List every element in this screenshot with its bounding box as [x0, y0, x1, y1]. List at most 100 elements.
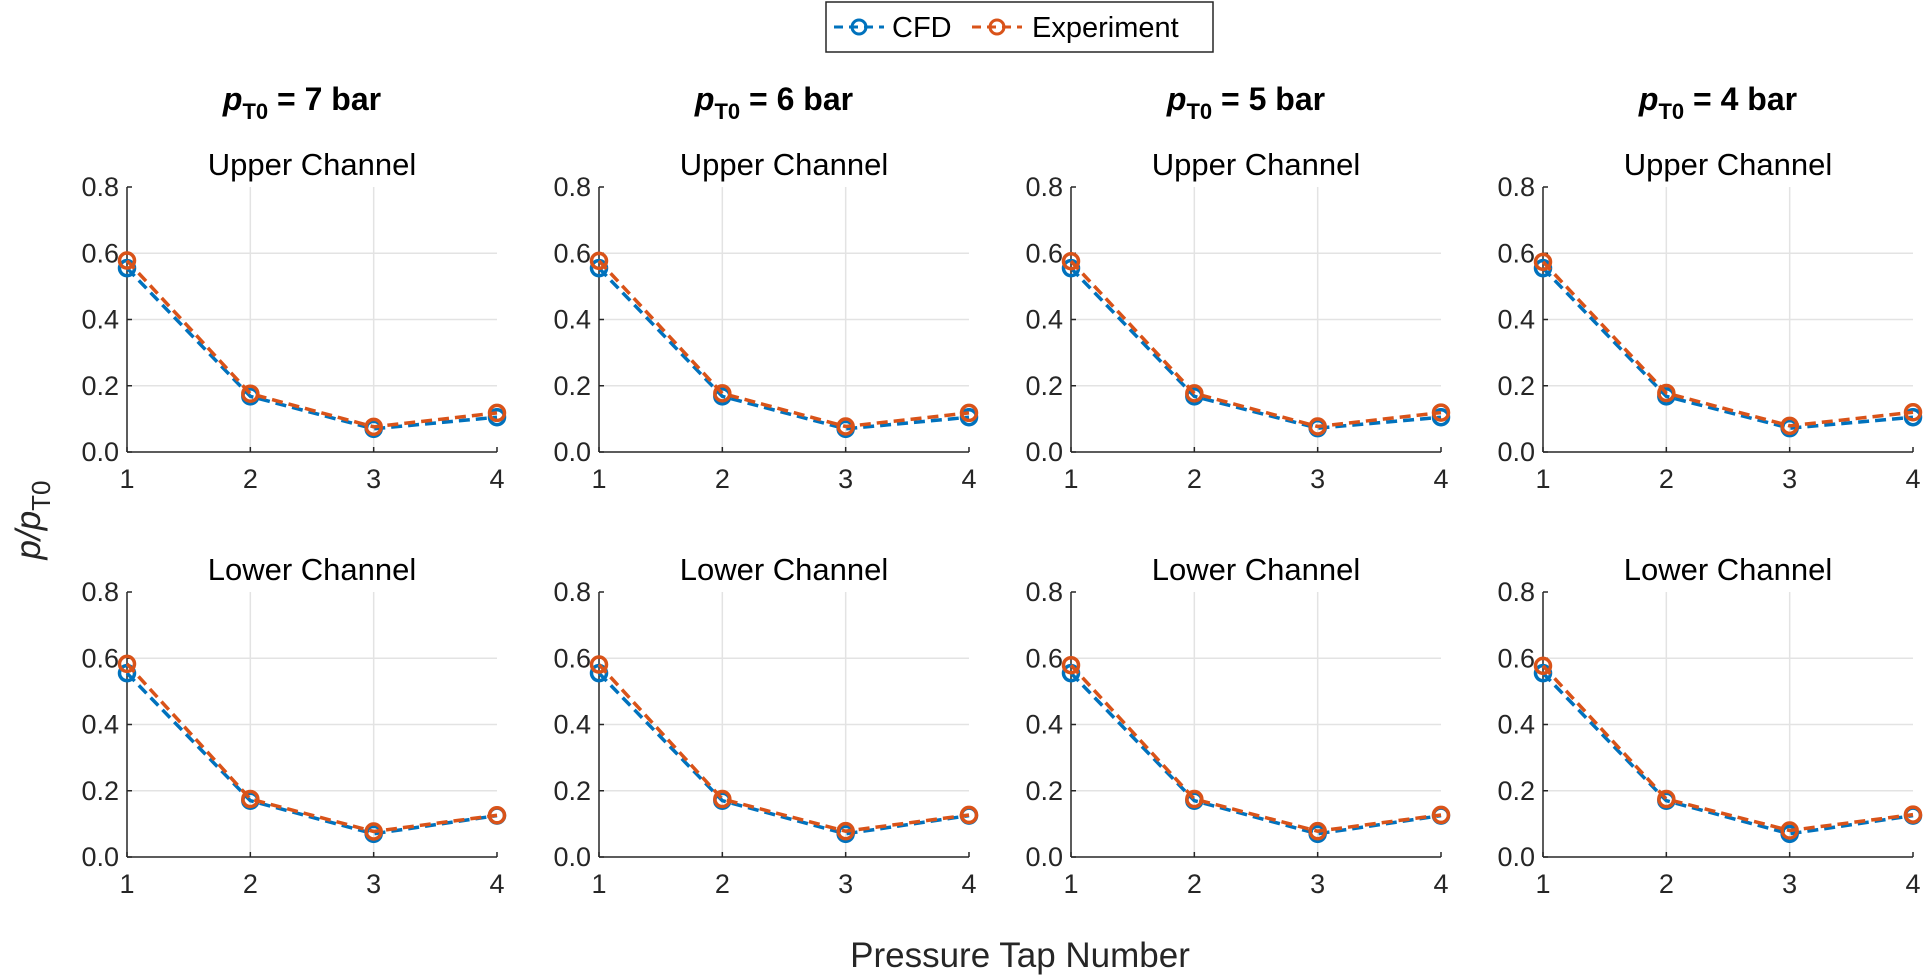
series-line-experiment [1541, 664, 1914, 833]
x-tick-label: 4 [489, 464, 504, 494]
series-line-experiment [125, 259, 498, 429]
y-tick-label: 0.0 [1497, 437, 1535, 467]
column-title-2: pT0 = 6 bar [694, 81, 853, 124]
y-tick-label: 0.6 [1025, 643, 1063, 673]
data-point-experiment [487, 806, 507, 825]
y-tick-label: 0.6 [81, 238, 119, 268]
panel-2: 1 2 3 4 0.0 0.2 0.4 0.6 0.8 Upper Channel [553, 147, 979, 494]
panel-subtitle: Lower Channel [1152, 552, 1361, 587]
x-tick-label: 3 [366, 464, 381, 494]
series-line-cfd [1069, 671, 1442, 836]
y-tick-label: 0.0 [1025, 842, 1063, 872]
x-tick-label: 1 [1063, 869, 1078, 899]
data-point-experiment [1431, 403, 1451, 422]
data-point-experiment [1903, 805, 1923, 824]
x-tick-label: 2 [715, 464, 730, 494]
data-point-experiment [117, 654, 137, 674]
y-tick-label: 0.0 [81, 842, 119, 872]
y-tick-label: 0.8 [81, 172, 119, 202]
y-tick-label: 0.2 [81, 371, 119, 401]
x-tick-label: 3 [1782, 464, 1797, 494]
y-tick-label: 0.2 [1025, 371, 1063, 401]
x-tick-label: 1 [1535, 869, 1550, 899]
x-tick-label: 3 [1782, 869, 1797, 899]
data-point-experiment [1533, 252, 1553, 272]
data-point-experiment [589, 655, 609, 674]
data-point-experiment [1903, 403, 1923, 422]
x-tick-label: 1 [119, 464, 134, 494]
y-tick-label: 0.8 [1025, 172, 1063, 202]
x-tick-label: 4 [1905, 869, 1920, 899]
x-tick-label: 2 [1187, 869, 1202, 899]
series-line-cfd [597, 671, 970, 836]
column-titles: pT0 = 7 bar pT0 = 6 bar pT0 = 5 bar pT0 … [222, 81, 1797, 124]
panel-subtitle: Upper Channel [1624, 147, 1833, 182]
x-tick-label: 2 [1659, 869, 1674, 899]
series-line-cfd [125, 266, 498, 431]
data-point-experiment [1780, 416, 1799, 436]
y-tick-label: 0.2 [553, 371, 591, 401]
column-title-1: pT0 = 7 bar [222, 81, 381, 124]
panel-subtitle: Lower Channel [680, 552, 889, 587]
x-tick-label: 4 [961, 464, 976, 494]
y-tick-label: 0.6 [81, 643, 119, 673]
legend: CFD Experiment [825, 1, 1214, 53]
x-tick-label: 3 [838, 869, 853, 899]
y-tick-label: 0.8 [1025, 577, 1063, 607]
y-tick-label: 0.4 [81, 305, 119, 335]
y-tick-label: 0.8 [553, 172, 591, 202]
x-tick-label: 1 [119, 869, 134, 899]
data-point-experiment [1308, 417, 1327, 436]
panel-6: 1 2 3 4 0.0 0.2 0.4 0.6 0.8 Lower Channel [553, 552, 979, 899]
y-tick-label: 0.6 [553, 238, 591, 268]
legend-experiment-label: Experiment [1032, 12, 1179, 44]
series-line-experiment [597, 663, 970, 833]
y-tick-label: 0.4 [1025, 710, 1063, 740]
x-tick-label: 3 [366, 869, 381, 899]
data-point-experiment [1657, 789, 1676, 809]
panel-subtitle: Lower Channel [1624, 552, 1833, 587]
legend-experiment-marker [988, 18, 1006, 36]
series-line-experiment [125, 662, 498, 834]
series-line-experiment [597, 259, 970, 429]
data-point-experiment [1431, 805, 1451, 825]
data-point-experiment [959, 403, 979, 423]
data-point-experiment [1185, 789, 1204, 809]
data-point-experiment [836, 821, 855, 841]
x-tick-label: 3 [838, 464, 853, 494]
data-point-experiment [959, 805, 979, 825]
panel-8: 1 2 3 4 0.0 0.2 0.4 0.6 0.8 Lower Channel [1497, 552, 1923, 899]
x-tick-label: 3 [1310, 464, 1325, 494]
data-point-experiment [364, 417, 383, 437]
y-tick-label: 0.8 [553, 577, 591, 607]
y-tick-label: 0.2 [1025, 776, 1063, 806]
x-tick-label: 4 [961, 869, 976, 899]
data-point-experiment [1780, 821, 1799, 840]
panel-7: 1 2 3 4 0.0 0.2 0.4 0.6 0.8 Lower Channel [1025, 552, 1451, 899]
x-tick-label: 4 [1905, 464, 1920, 494]
y-tick-label: 0.2 [1497, 371, 1535, 401]
x-tick-label: 2 [1659, 464, 1674, 494]
data-point-experiment [1185, 384, 1204, 403]
column-title-4: pT0 = 4 bar [1638, 81, 1797, 124]
column-title-3: pT0 = 5 bar [1166, 81, 1325, 124]
x-tick-label: 2 [715, 869, 730, 899]
data-point-experiment [1308, 821, 1327, 841]
x-tick-label: 3 [1310, 869, 1325, 899]
y-tick-label: 0.4 [553, 305, 591, 335]
y-tick-label: 0.4 [1497, 305, 1535, 335]
series-line-cfd [1069, 266, 1442, 430]
data-point-experiment [589, 251, 609, 271]
data-point-experiment [117, 251, 137, 270]
panel-subtitle: Upper Channel [208, 147, 417, 182]
panel-4: 1 2 3 4 0.0 0.2 0.4 0.6 0.8 Upper Channel [1497, 147, 1923, 494]
y-tick-label: 0.2 [553, 776, 591, 806]
x-tick-label: 1 [1063, 464, 1078, 494]
data-point-experiment [713, 789, 732, 809]
series-line-cfd [597, 266, 970, 431]
x-tick-label: 1 [591, 869, 606, 899]
x-axis-label: Pressure Tap Number [850, 936, 1190, 975]
x-tick-label: 4 [1433, 464, 1448, 494]
y-tick-label: 0.0 [1025, 437, 1063, 467]
x-tick-label: 2 [243, 464, 258, 494]
